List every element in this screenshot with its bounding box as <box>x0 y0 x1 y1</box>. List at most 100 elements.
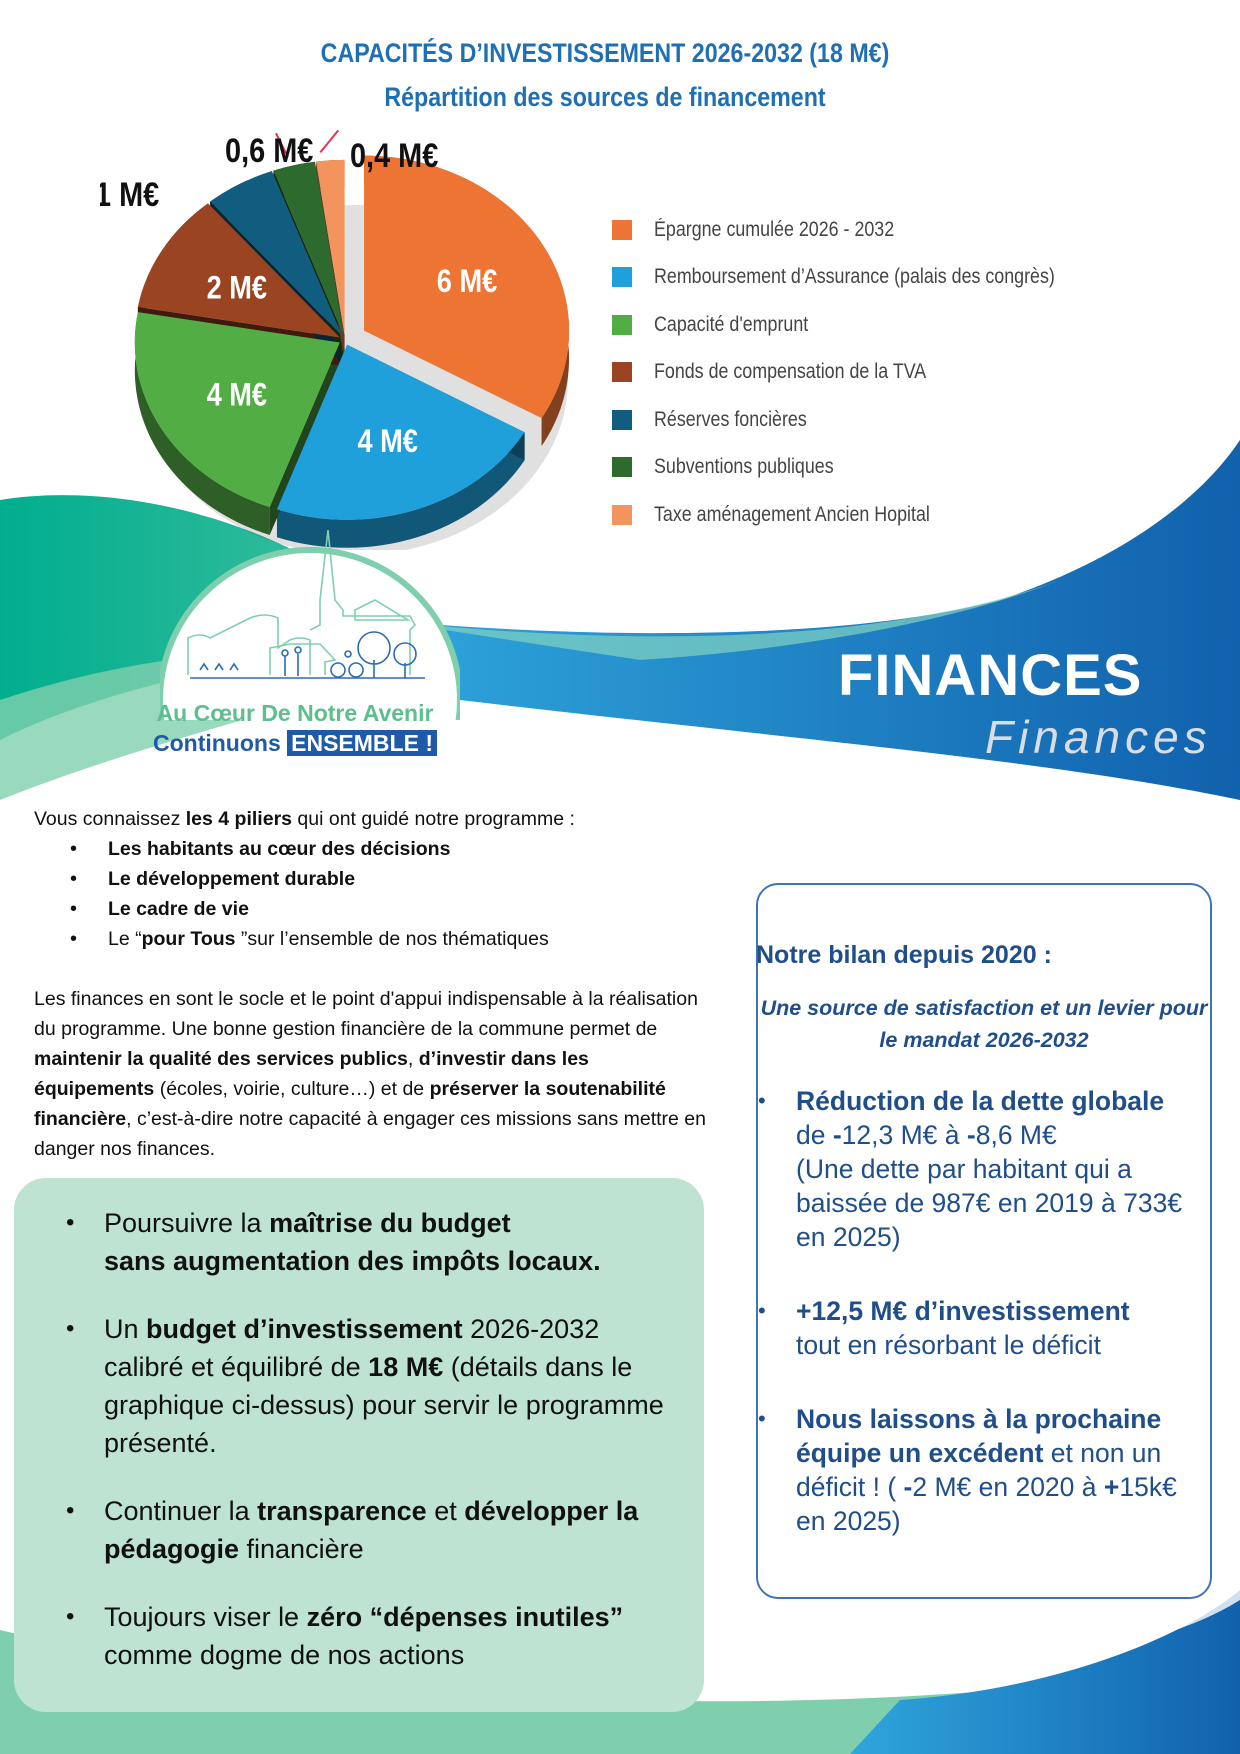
bold-text: d’investir dans les équipements <box>34 1048 589 1100</box>
commitment-item: Continuer la transparence et développer … <box>66 1492 684 1568</box>
text: comme dogme de nos actions <box>104 1640 465 1670</box>
section-subtitle: Finances <box>985 711 1212 763</box>
pie-slice <box>273 161 344 336</box>
slogan-continuons: Continuons <box>153 730 288 756</box>
text: Un <box>104 1314 147 1344</box>
bold-text: zéro “dépenses inutiles” <box>306 1602 624 1632</box>
chart-subtitle: Répartition des sources de financement <box>384 82 826 112</box>
text: ”sur l’ensemble de nos thématiques <box>240 928 549 950</box>
bilan-subtitle: Une source de satisfaction et un levier … <box>760 996 1208 1052</box>
text: Vous connaissez <box>34 808 186 830</box>
legend-swatch <box>612 267 632 288</box>
bold-text: sans augmentation des impôts locaux. <box>104 1246 601 1276</box>
chart-legend: Épargne cumulée 2026 - 2032 Remboursement… <box>612 206 1126 539</box>
bold-text: - <box>832 1120 842 1150</box>
legend-swatch <box>612 504 632 525</box>
legend-swatch <box>612 362 632 383</box>
bold-text: + <box>1103 1472 1120 1502</box>
pillar-item: Les habitants au cœur des décisions <box>70 834 714 864</box>
section-title: FINANCES <box>838 643 1143 708</box>
bold-text: développer la pédagogie <box>104 1496 639 1564</box>
text: et <box>426 1496 465 1526</box>
text: (détails dans le graphique ci-dessus) po… <box>104 1352 664 1458</box>
text: (Une dette par habitant qui a baissée de… <box>796 1154 1183 1252</box>
bold-text: +12,5 M€ d’investissement <box>796 1296 1130 1326</box>
bold-text: Réduction de la dette globale <box>796 1086 1165 1116</box>
text: Poursuivre la <box>104 1208 270 1238</box>
pie-slice <box>316 159 345 335</box>
legend-label: Capacité d'emprunt <box>654 312 809 336</box>
bold-text: maintenir la qualité des services public… <box>34 1048 408 1070</box>
label-leader-line <box>275 132 289 158</box>
legend-label: Réserves foncières <box>654 407 807 431</box>
slogan-line-2: Continuons ENSEMBLE ! <box>120 730 470 757</box>
pillar-item: Le développement durable <box>70 864 714 894</box>
pie-slice <box>364 155 570 419</box>
text: financière <box>239 1534 364 1564</box>
pie-slice <box>210 171 342 336</box>
slogan-line-1: Au Cœur De Notre Avenir <box>156 700 434 726</box>
text: (écoles, voirie, culture…) et de <box>154 1078 430 1100</box>
pie-data-label: 0,6 M€ <box>225 131 313 170</box>
bold-text: budget d’investissement <box>146 1314 463 1344</box>
text: et non un déficit ! ( <box>796 1438 1162 1502</box>
legend-item: Réserves foncières <box>612 396 1126 444</box>
commitment-item: Toujours viser le zéro “dépenses inutile… <box>66 1598 684 1674</box>
chart-title: CAPACITÉS D’INVESTISSEMENT 2026-2032 (18… <box>320 38 890 68</box>
pillar-item: Le cadre de vie <box>70 894 714 924</box>
legend-swatch <box>612 457 632 478</box>
legend-item: Remboursement d’Assurance (palais des co… <box>612 254 1126 302</box>
intro-text: Vous connaissez les 4 piliers qui ont gu… <box>34 804 714 1164</box>
text: 12,3 M€ à <box>841 1120 967 1150</box>
text: Continuer la <box>104 1496 258 1526</box>
bold-text: Les habitants au cœur des décisions <box>108 838 451 860</box>
legend-item: Taxe aménagement Ancien Hopital <box>612 491 1126 539</box>
finances-paragraph: Les finances en sont le socle et le poin… <box>34 984 714 1164</box>
legend-swatch <box>612 219 632 240</box>
bold-text: - <box>903 1472 913 1502</box>
bold-text: Le cadre de vie <box>108 898 249 920</box>
pie-data-label: 4 M€ <box>207 377 267 413</box>
bold-text: - <box>966 1120 976 1150</box>
text: 2 M€ en 2020 à <box>912 1472 1104 1502</box>
pie-slice-side <box>134 312 270 535</box>
village-logo-icon <box>157 529 463 853</box>
label-leader-line <box>319 129 340 153</box>
legend-item: Épargne cumulée 2026 - 2032 <box>612 206 1126 254</box>
pillar-item: Le “pour Tous ”sur l’ensemble de nos thé… <box>70 924 714 954</box>
bold-text: maîtrise du budget <box>269 1208 511 1238</box>
bold-text: Nous laissons à la prochaine équipe un e… <box>796 1404 1162 1468</box>
pie-slice <box>134 312 340 507</box>
legend-swatch <box>612 314 632 335</box>
legend-label: Épargne cumulée 2026 - 2032 <box>654 217 895 241</box>
text: Les finances en sont le socle et le poin… <box>34 988 698 1040</box>
pie-data-label: 1 M€ <box>100 175 159 214</box>
text: 8,6 M€ <box>975 1120 1057 1150</box>
pie-data-label: 2 M€ <box>207 271 267 307</box>
text: 15k€ en 2025) <box>796 1472 1177 1536</box>
pie-slice <box>137 203 340 338</box>
pillars-list: Les habitants au cœur des décisions Le d… <box>70 834 714 954</box>
bold-text: transparence <box>257 1496 427 1526</box>
bilan-item: Nous laissons à la prochaine équipe un e… <box>758 1402 1210 1538</box>
text: , c’est-à-dire notre capacité à engager … <box>34 1108 706 1160</box>
pie-slice-side <box>276 432 525 548</box>
text: 2026-2032 calibré et équilibré de <box>104 1314 600 1382</box>
bilan-box: Notre bilan depuis 2020 : Une source de … <box>756 883 1212 1599</box>
slogan-ensemble-badge: ENSEMBLE ! <box>287 730 437 756</box>
intro-lead: Vous connaissez les 4 piliers qui ont gu… <box>34 804 714 834</box>
legend-label: Subventions publiques <box>654 455 834 479</box>
bilan-title: Notre bilan depuis 2020 : <box>756 941 1052 969</box>
pie-chart: 6 M€ 4 M€ 4 M€ 2 M€ 1 M€ 0,6 M€ 0,4 M€ <box>100 129 570 550</box>
bold-text: préserver la soutenabilité financière <box>34 1078 666 1130</box>
text: Toujours viser le <box>104 1602 307 1632</box>
commitment-item: Un budget d’investissement 2026-2032 cal… <box>66 1310 684 1462</box>
legend-label: Remboursement d’Assurance (palais des co… <box>654 265 1055 289</box>
text: qui ont guidé notre programme : <box>292 808 575 830</box>
pie-data-label: 6 M€ <box>437 264 497 300</box>
bilan-item: Réduction de la dette globale de -12,3 M€… <box>758 1084 1210 1254</box>
pie-data-label: 4 M€ <box>357 424 417 460</box>
bilan-item: +12,5 M€ d’investissement tout en résorba… <box>758 1294 1210 1362</box>
text: Le “ <box>108 928 142 950</box>
